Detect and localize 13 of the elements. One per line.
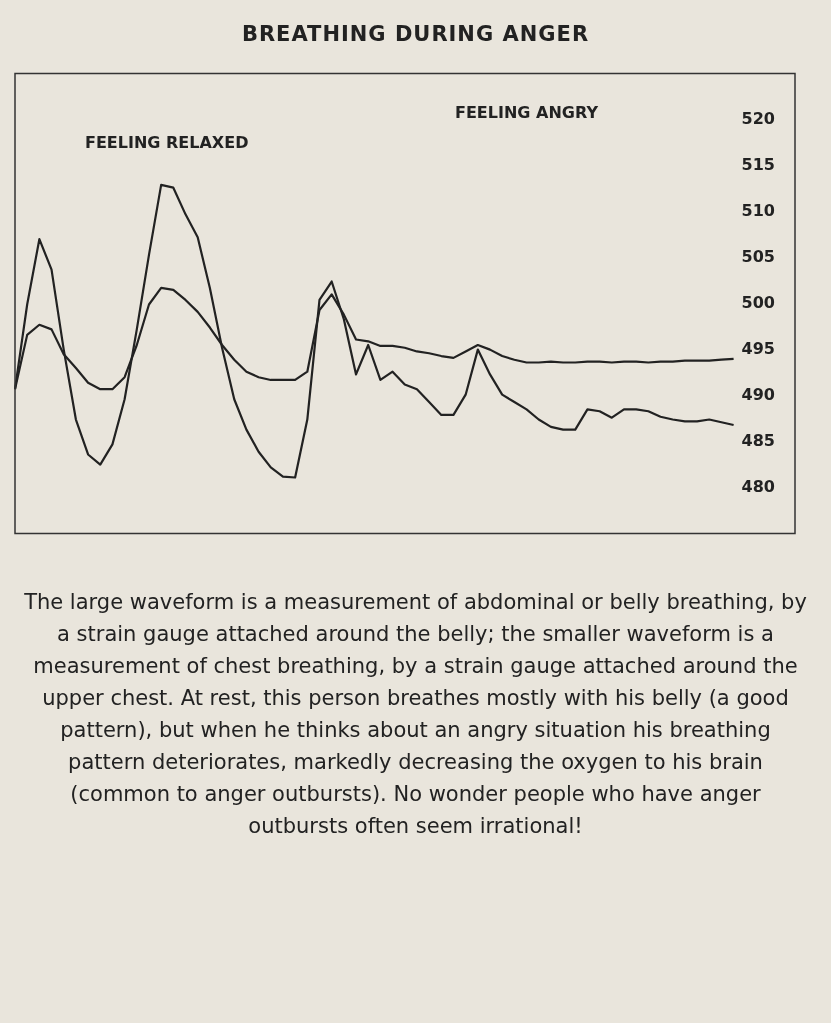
- y-tick-label: 500: [741, 292, 776, 312]
- y-tick-label: 495: [741, 338, 776, 358]
- annotation: FEELING RELAXED: [85, 132, 249, 152]
- y-tick-label: 515: [741, 154, 776, 174]
- y-tick-label: 510: [741, 200, 776, 220]
- y-tick-label: 520: [741, 108, 776, 128]
- y-tick-label: 490: [741, 384, 776, 404]
- y-tick-label: 505: [741, 246, 776, 266]
- annotation: FEELING ANGRY: [455, 102, 599, 122]
- y-tick-label: 485: [741, 430, 776, 450]
- y-tick-label: 480: [741, 476, 776, 496]
- text: The large waveform is a measurement of abdominal or belly breathing, by a strain gauge attached around the belly; the smaller waveform is a measurement of chest breathing, by a strain gauge attached around the upper chest. At rest, this person breathes mostly with his belly (a good pattern), but when he thinks about an angry situation his breathing pattern deteriorates, markedly decreasing the oxygen to his brain (common to anger outbursts). No wonder people who have anger outbursts often seem irrational!: [23, 589, 808, 840]
- chart-title: BREATHING DURING ANGER: [240, 22, 591, 46]
